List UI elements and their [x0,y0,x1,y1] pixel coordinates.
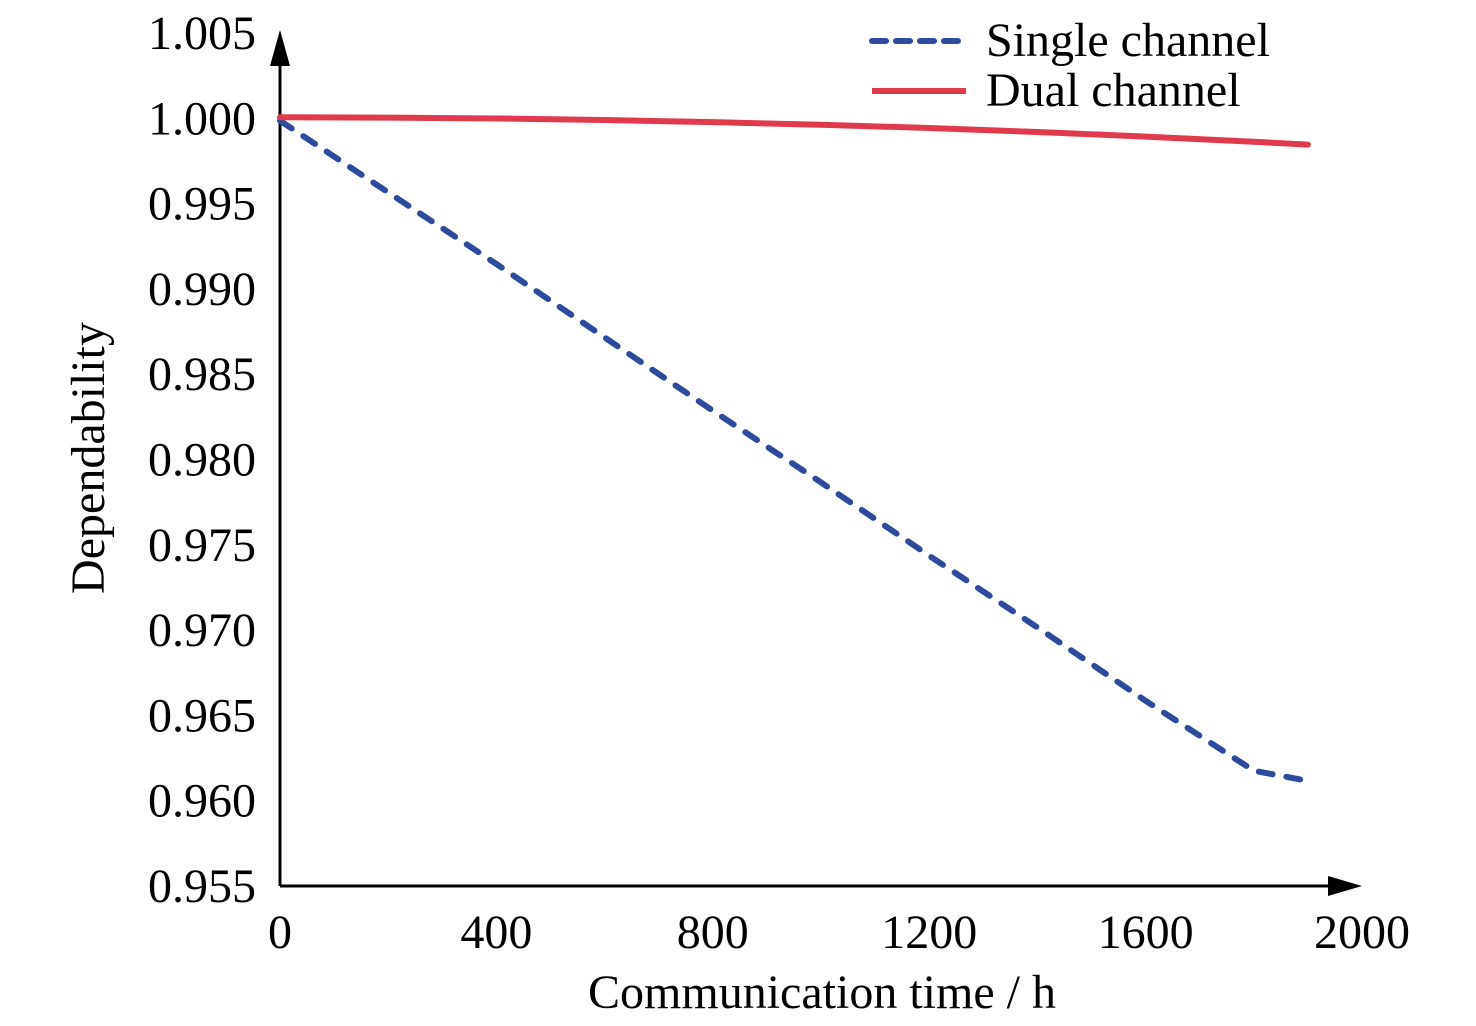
x-axis-label: Communication time / h [588,966,1056,1019]
y-tick-label: 1.000 [148,92,256,145]
x-tick-label: 1200 [881,906,977,959]
x-tick-label: 0 [268,906,292,959]
y-tick-label: 0.965 [148,689,256,742]
y-axis-label: Dependability [62,322,115,594]
y-tick-label: 0.955 [148,860,256,913]
y-tick-label: 0.975 [148,519,256,572]
y-tick-label: 0.980 [148,434,256,487]
x-tick-label: 800 [677,906,749,959]
y-tick-label: 0.995 [148,178,256,231]
x-tick-label: 2000 [1314,906,1410,959]
series-line-single-channel [277,117,1311,784]
y-axis-arrow-icon [270,30,290,66]
x-axis-arrow-icon [1328,876,1362,896]
y-tick-label: 0.960 [148,775,256,828]
legend-label-single-channel: Single channel [986,14,1270,67]
y-tick-label: 1.005 [148,7,256,60]
legend: Single channel Dual channel [869,14,1270,117]
y-tick-label: 0.970 [148,604,256,657]
y-tick-label: 0.990 [148,263,256,316]
axes [270,30,1362,896]
series-line-dual-channel [277,114,1311,148]
x-tick-label: 400 [460,906,532,959]
x-tick-label: 1600 [1098,906,1194,959]
legend-label-dual-channel: Dual channel [986,64,1241,117]
y-tick-label: 0.985 [148,348,256,401]
